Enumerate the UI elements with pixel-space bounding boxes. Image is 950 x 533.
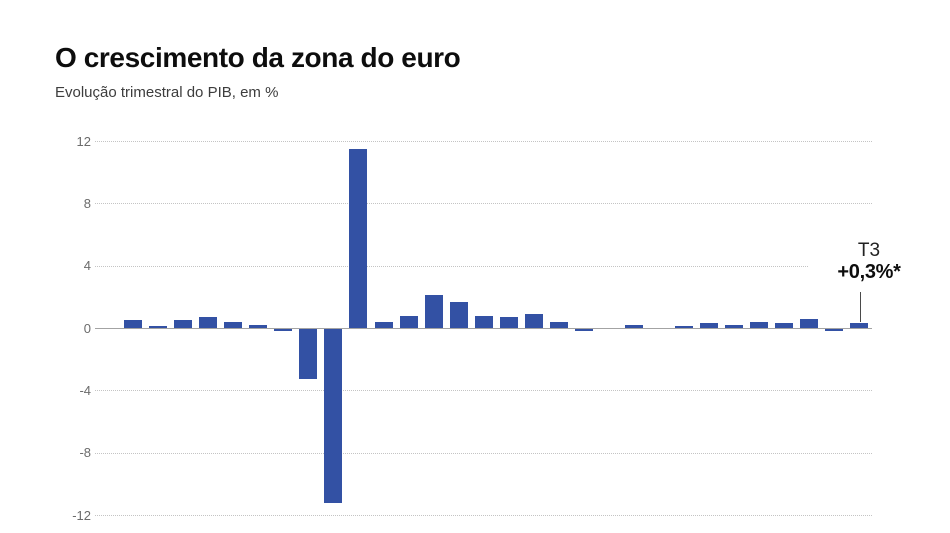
y-axis-tick-label: 8	[83, 196, 91, 211]
bar	[800, 319, 818, 328]
gridline	[95, 141, 872, 142]
bar	[525, 314, 543, 328]
annotation-quarter-label: T3	[857, 240, 881, 261]
bar	[500, 317, 518, 328]
annotation-pointer-line	[860, 292, 861, 322]
bar	[149, 326, 167, 328]
bar	[400, 316, 418, 328]
bar	[174, 320, 192, 328]
zero-axis-line	[95, 328, 872, 329]
bar	[324, 328, 342, 503]
bar	[575, 328, 593, 331]
bar	[299, 328, 317, 379]
gridline	[95, 390, 872, 391]
bar	[249, 325, 267, 328]
bar	[199, 317, 217, 328]
gridline	[95, 203, 872, 204]
bar	[675, 326, 693, 328]
y-axis-tick-label: 0	[83, 321, 91, 336]
chart-title: O crescimento da zona do euro	[55, 42, 461, 73]
bar	[375, 322, 393, 328]
y-axis-tick-label: -4	[79, 383, 91, 398]
annotation-value-label: +0,3%*	[837, 261, 901, 283]
gridline	[95, 453, 872, 454]
bar	[349, 149, 367, 328]
chart-subtitle: Evolução trimestral do PIB, em %	[55, 84, 279, 101]
bar	[750, 322, 768, 328]
bar	[625, 325, 643, 328]
bar	[124, 320, 142, 328]
last-bar-annotation: T3 +0,3%*	[809, 240, 929, 284]
gridline	[95, 515, 872, 516]
y-axis-tick-label: 4	[83, 258, 91, 273]
y-axis-tick-label: -12	[72, 508, 91, 523]
bar	[475, 316, 493, 328]
bar	[274, 328, 292, 331]
bar	[450, 302, 468, 328]
bar	[775, 323, 793, 328]
bar	[700, 323, 718, 328]
bar	[224, 322, 242, 328]
bar	[425, 295, 443, 328]
bar	[725, 325, 743, 328]
bar	[825, 328, 843, 331]
bar	[850, 323, 868, 328]
y-axis-tick-label: -8	[79, 445, 91, 460]
gridline	[95, 266, 872, 267]
y-axis-tick-label: 12	[76, 134, 91, 149]
bar	[550, 322, 568, 328]
